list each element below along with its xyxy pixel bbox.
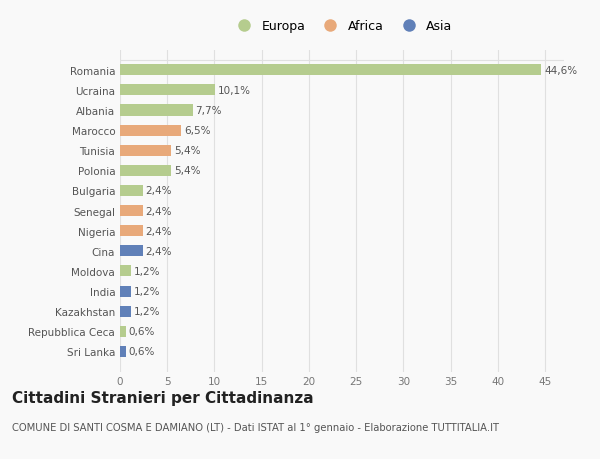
Text: 7,7%: 7,7% [196, 106, 222, 116]
Bar [120, 226, 143, 237]
Bar [120, 65, 541, 76]
Text: 44,6%: 44,6% [544, 66, 577, 76]
Bar [120, 346, 125, 357]
Text: 0,6%: 0,6% [128, 327, 155, 336]
Bar [120, 146, 171, 157]
Bar [120, 326, 125, 337]
Bar [120, 125, 181, 136]
Text: 2,4%: 2,4% [146, 186, 172, 196]
Text: 2,4%: 2,4% [146, 206, 172, 216]
Bar [120, 286, 131, 297]
Legend: Europa, Africa, Asia: Europa, Africa, Asia [227, 15, 458, 38]
Bar [120, 85, 215, 96]
Bar [120, 266, 131, 277]
Bar [120, 185, 143, 196]
Text: 6,5%: 6,5% [184, 126, 211, 136]
Text: 1,2%: 1,2% [134, 307, 161, 317]
Bar [120, 206, 143, 217]
Text: 0,6%: 0,6% [128, 347, 155, 357]
Text: 5,4%: 5,4% [174, 146, 200, 156]
Bar [120, 105, 193, 116]
Text: 2,4%: 2,4% [146, 226, 172, 236]
Text: 2,4%: 2,4% [146, 246, 172, 256]
Bar [120, 165, 171, 177]
Text: 1,2%: 1,2% [134, 286, 161, 297]
Text: Cittadini Stranieri per Cittadinanza: Cittadini Stranieri per Cittadinanza [12, 390, 314, 405]
Bar [120, 246, 143, 257]
Text: 10,1%: 10,1% [218, 86, 251, 95]
Text: 1,2%: 1,2% [134, 266, 161, 276]
Text: 5,4%: 5,4% [174, 166, 200, 176]
Text: COMUNE DI SANTI COSMA E DAMIANO (LT) - Dati ISTAT al 1° gennaio - Elaborazione T: COMUNE DI SANTI COSMA E DAMIANO (LT) - D… [12, 422, 499, 432]
Bar [120, 306, 131, 317]
